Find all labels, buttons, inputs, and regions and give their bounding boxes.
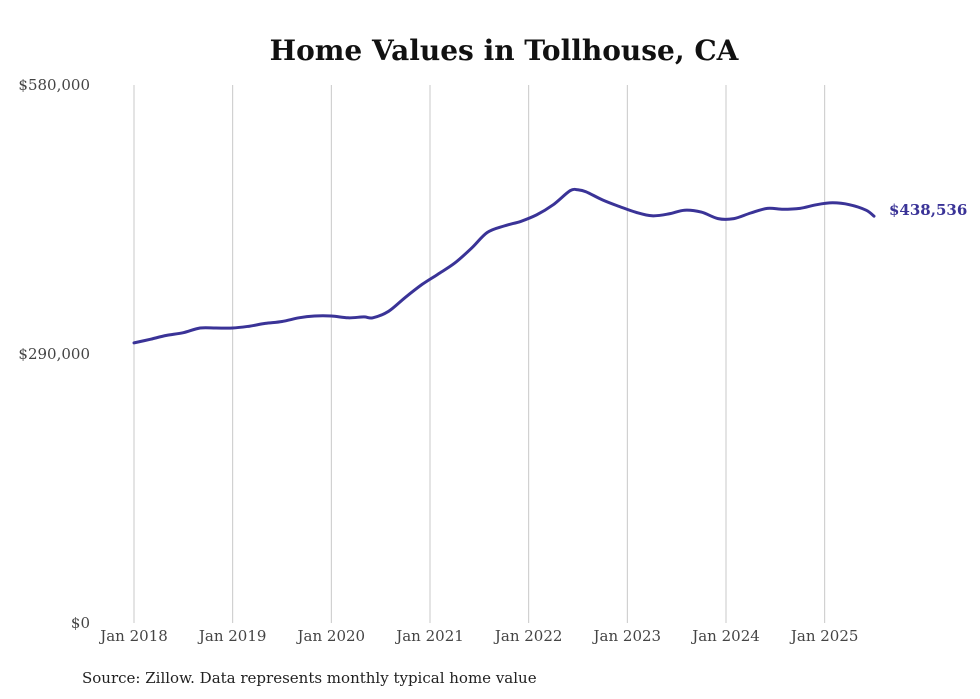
home-value-line <box>132 187 876 345</box>
y-axis-ticks: $0 $290,000 $580,000 <box>18 76 90 632</box>
end-value-label: $438,536 <box>889 201 967 219</box>
y-tick-label: $580,000 <box>18 76 90 94</box>
x-tick-label: Jan 2024 <box>690 627 760 645</box>
x-tick-label: Jan 2025 <box>789 627 859 645</box>
x-tick-label: Jan 2023 <box>592 627 662 645</box>
x-axis-ticks: Jan 2018 Jan 2019 Jan 2020 Jan 2021 Jan 2022… <box>98 627 858 645</box>
y-tick-label: $0 <box>71 614 90 632</box>
x-tick-label: Jan 2021 <box>394 627 464 645</box>
gridlines <box>133 85 826 623</box>
y-tick-label: $290,000 <box>18 345 90 363</box>
chart-title: Home Values in Tollhouse, CA <box>270 34 740 67</box>
x-tick-label: Jan 2022 <box>493 627 563 645</box>
source-note: Source: Zillow. Data represents monthly … <box>82 669 537 687</box>
x-tick-label: Jan 2019 <box>197 627 267 645</box>
x-tick-label: Jan 2020 <box>296 627 366 645</box>
x-tick-label: Jan 2018 <box>98 627 168 645</box>
